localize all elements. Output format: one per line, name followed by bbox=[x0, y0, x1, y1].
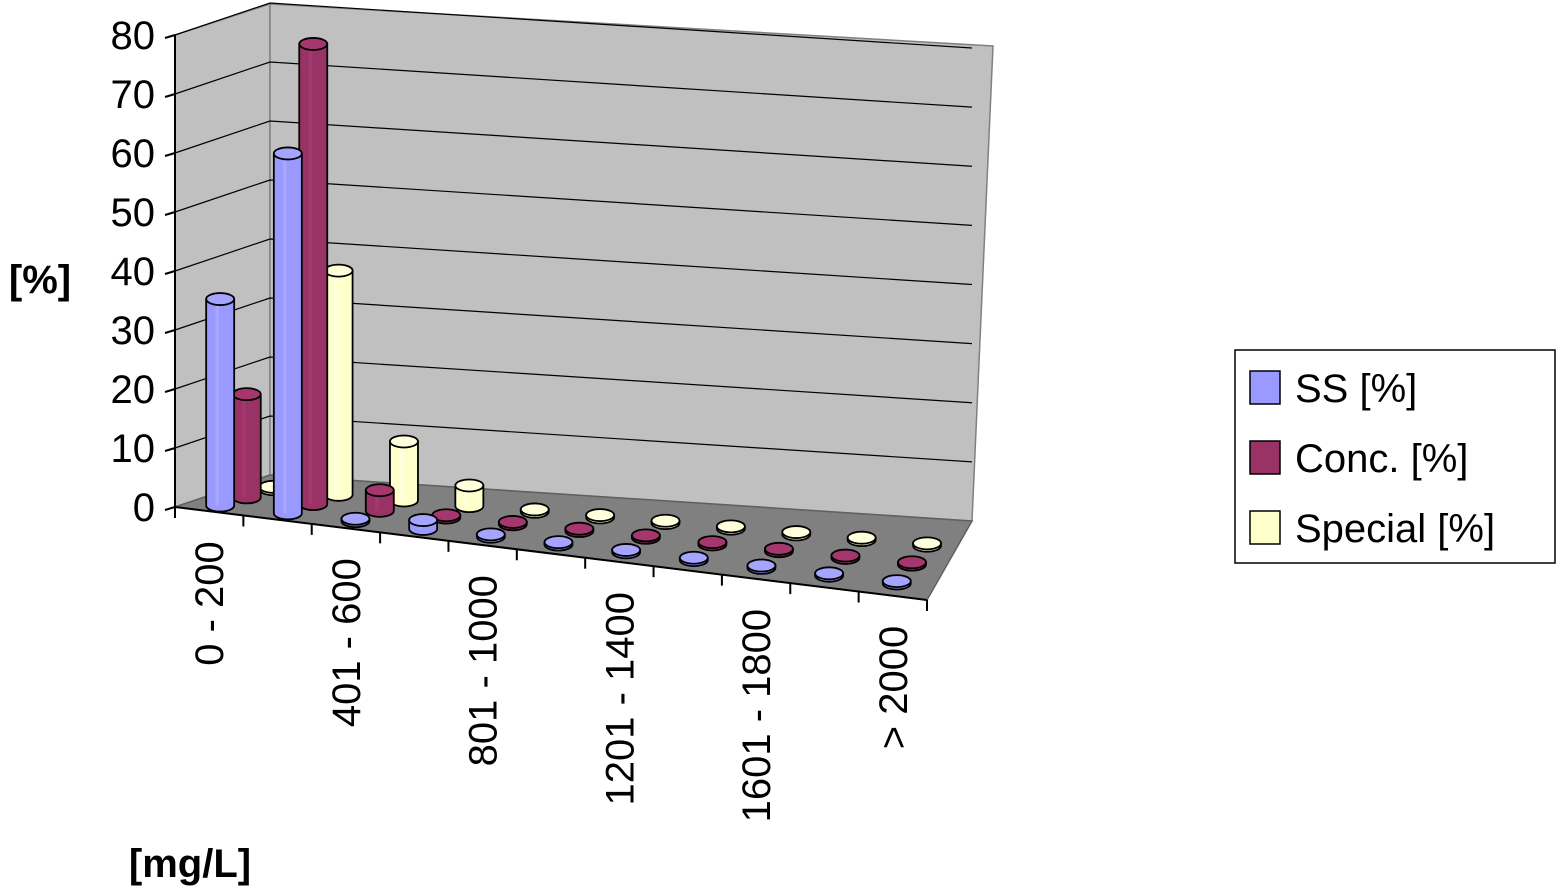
bar bbox=[475, 527, 506, 544]
bar bbox=[454, 478, 485, 513]
bar bbox=[630, 528, 661, 545]
x-axis-line bbox=[174, 506, 928, 601]
y-tick-label: 0 bbox=[133, 486, 155, 530]
y-tick bbox=[164, 388, 176, 393]
bar bbox=[408, 513, 439, 536]
bar bbox=[897, 555, 927, 572]
x-tick-label: 801 - 1000 bbox=[462, 575, 506, 766]
bar bbox=[323, 263, 354, 502]
bar bbox=[585, 508, 616, 525]
bar bbox=[231, 387, 262, 505]
y-tick-marks bbox=[164, 34, 176, 511]
y-tick bbox=[164, 152, 176, 157]
y-tick-label: 40 bbox=[111, 250, 156, 294]
bar bbox=[298, 37, 329, 511]
bar bbox=[697, 535, 728, 552]
bar bbox=[830, 548, 861, 565]
legend-label: SS [%] bbox=[1295, 367, 1417, 411]
gridline bbox=[174, 120, 973, 167]
x-tick-marks bbox=[174, 507, 928, 611]
bar bbox=[764, 541, 794, 559]
y-tick-label: 60 bbox=[111, 132, 156, 176]
x-tick-label: 1201 - 1400 bbox=[598, 592, 642, 806]
y-axis-title: [%] bbox=[9, 258, 71, 302]
bar bbox=[650, 513, 681, 530]
y-tick-label: 20 bbox=[111, 368, 156, 412]
x-tick-label: 1601 - 1800 bbox=[735, 609, 779, 823]
y-tick bbox=[164, 211, 176, 216]
y-tick-label: 30 bbox=[111, 309, 156, 353]
bar bbox=[814, 566, 845, 583]
x-tick-label: 401 - 600 bbox=[325, 558, 369, 727]
gridline bbox=[174, 61, 973, 108]
y-tick-label: 80 bbox=[111, 14, 156, 58]
legend-swatch bbox=[1249, 370, 1281, 405]
legend-box bbox=[1234, 349, 1556, 564]
bar bbox=[881, 574, 912, 591]
y-tick-labels: 0 10 20 30 40 50 60 70 80 bbox=[111, 14, 156, 530]
x-tick-label: > 2000 bbox=[872, 626, 916, 749]
bar bbox=[611, 543, 642, 560]
y-tick-label: 70 bbox=[111, 73, 156, 117]
bar bbox=[205, 292, 236, 513]
y-tick-label: 10 bbox=[111, 427, 156, 471]
bar bbox=[912, 536, 942, 553]
gridline bbox=[174, 2, 973, 49]
bar bbox=[678, 550, 709, 567]
bar bbox=[846, 530, 877, 547]
bars bbox=[205, 37, 942, 591]
x-tick-label: 0 - 200 bbox=[188, 541, 232, 666]
bar bbox=[519, 502, 550, 519]
gridline bbox=[174, 238, 973, 286]
legend-swatch bbox=[1249, 510, 1281, 545]
legend-swatch bbox=[1249, 440, 1281, 475]
legend-label: Conc. [%] bbox=[1295, 437, 1468, 481]
legend: SS [%] Conc. [%] Special [%] bbox=[1234, 349, 1556, 564]
y-tick bbox=[164, 447, 176, 452]
bar bbox=[364, 483, 395, 518]
y-tick bbox=[164, 270, 176, 275]
bar bbox=[543, 535, 574, 552]
x-tick-labels: 0 - 200 401 - 600 801 - 1000 1201 - 1400 160… bbox=[188, 541, 916, 822]
y-tick bbox=[164, 329, 176, 334]
bar bbox=[564, 521, 595, 538]
bar bbox=[497, 515, 528, 532]
gridline bbox=[174, 179, 973, 226]
y-tick-label: 50 bbox=[111, 191, 156, 235]
bar bbox=[272, 146, 303, 521]
x-axis-title: [mg/L] bbox=[129, 842, 251, 886]
y-tick bbox=[164, 34, 176, 39]
bar bbox=[746, 558, 777, 575]
legend-label: Special [%] bbox=[1295, 507, 1495, 551]
bar bbox=[781, 525, 812, 542]
bar bbox=[340, 511, 371, 528]
bar bbox=[715, 519, 746, 536]
y-tick bbox=[164, 506, 176, 511]
y-tick bbox=[164, 93, 176, 98]
